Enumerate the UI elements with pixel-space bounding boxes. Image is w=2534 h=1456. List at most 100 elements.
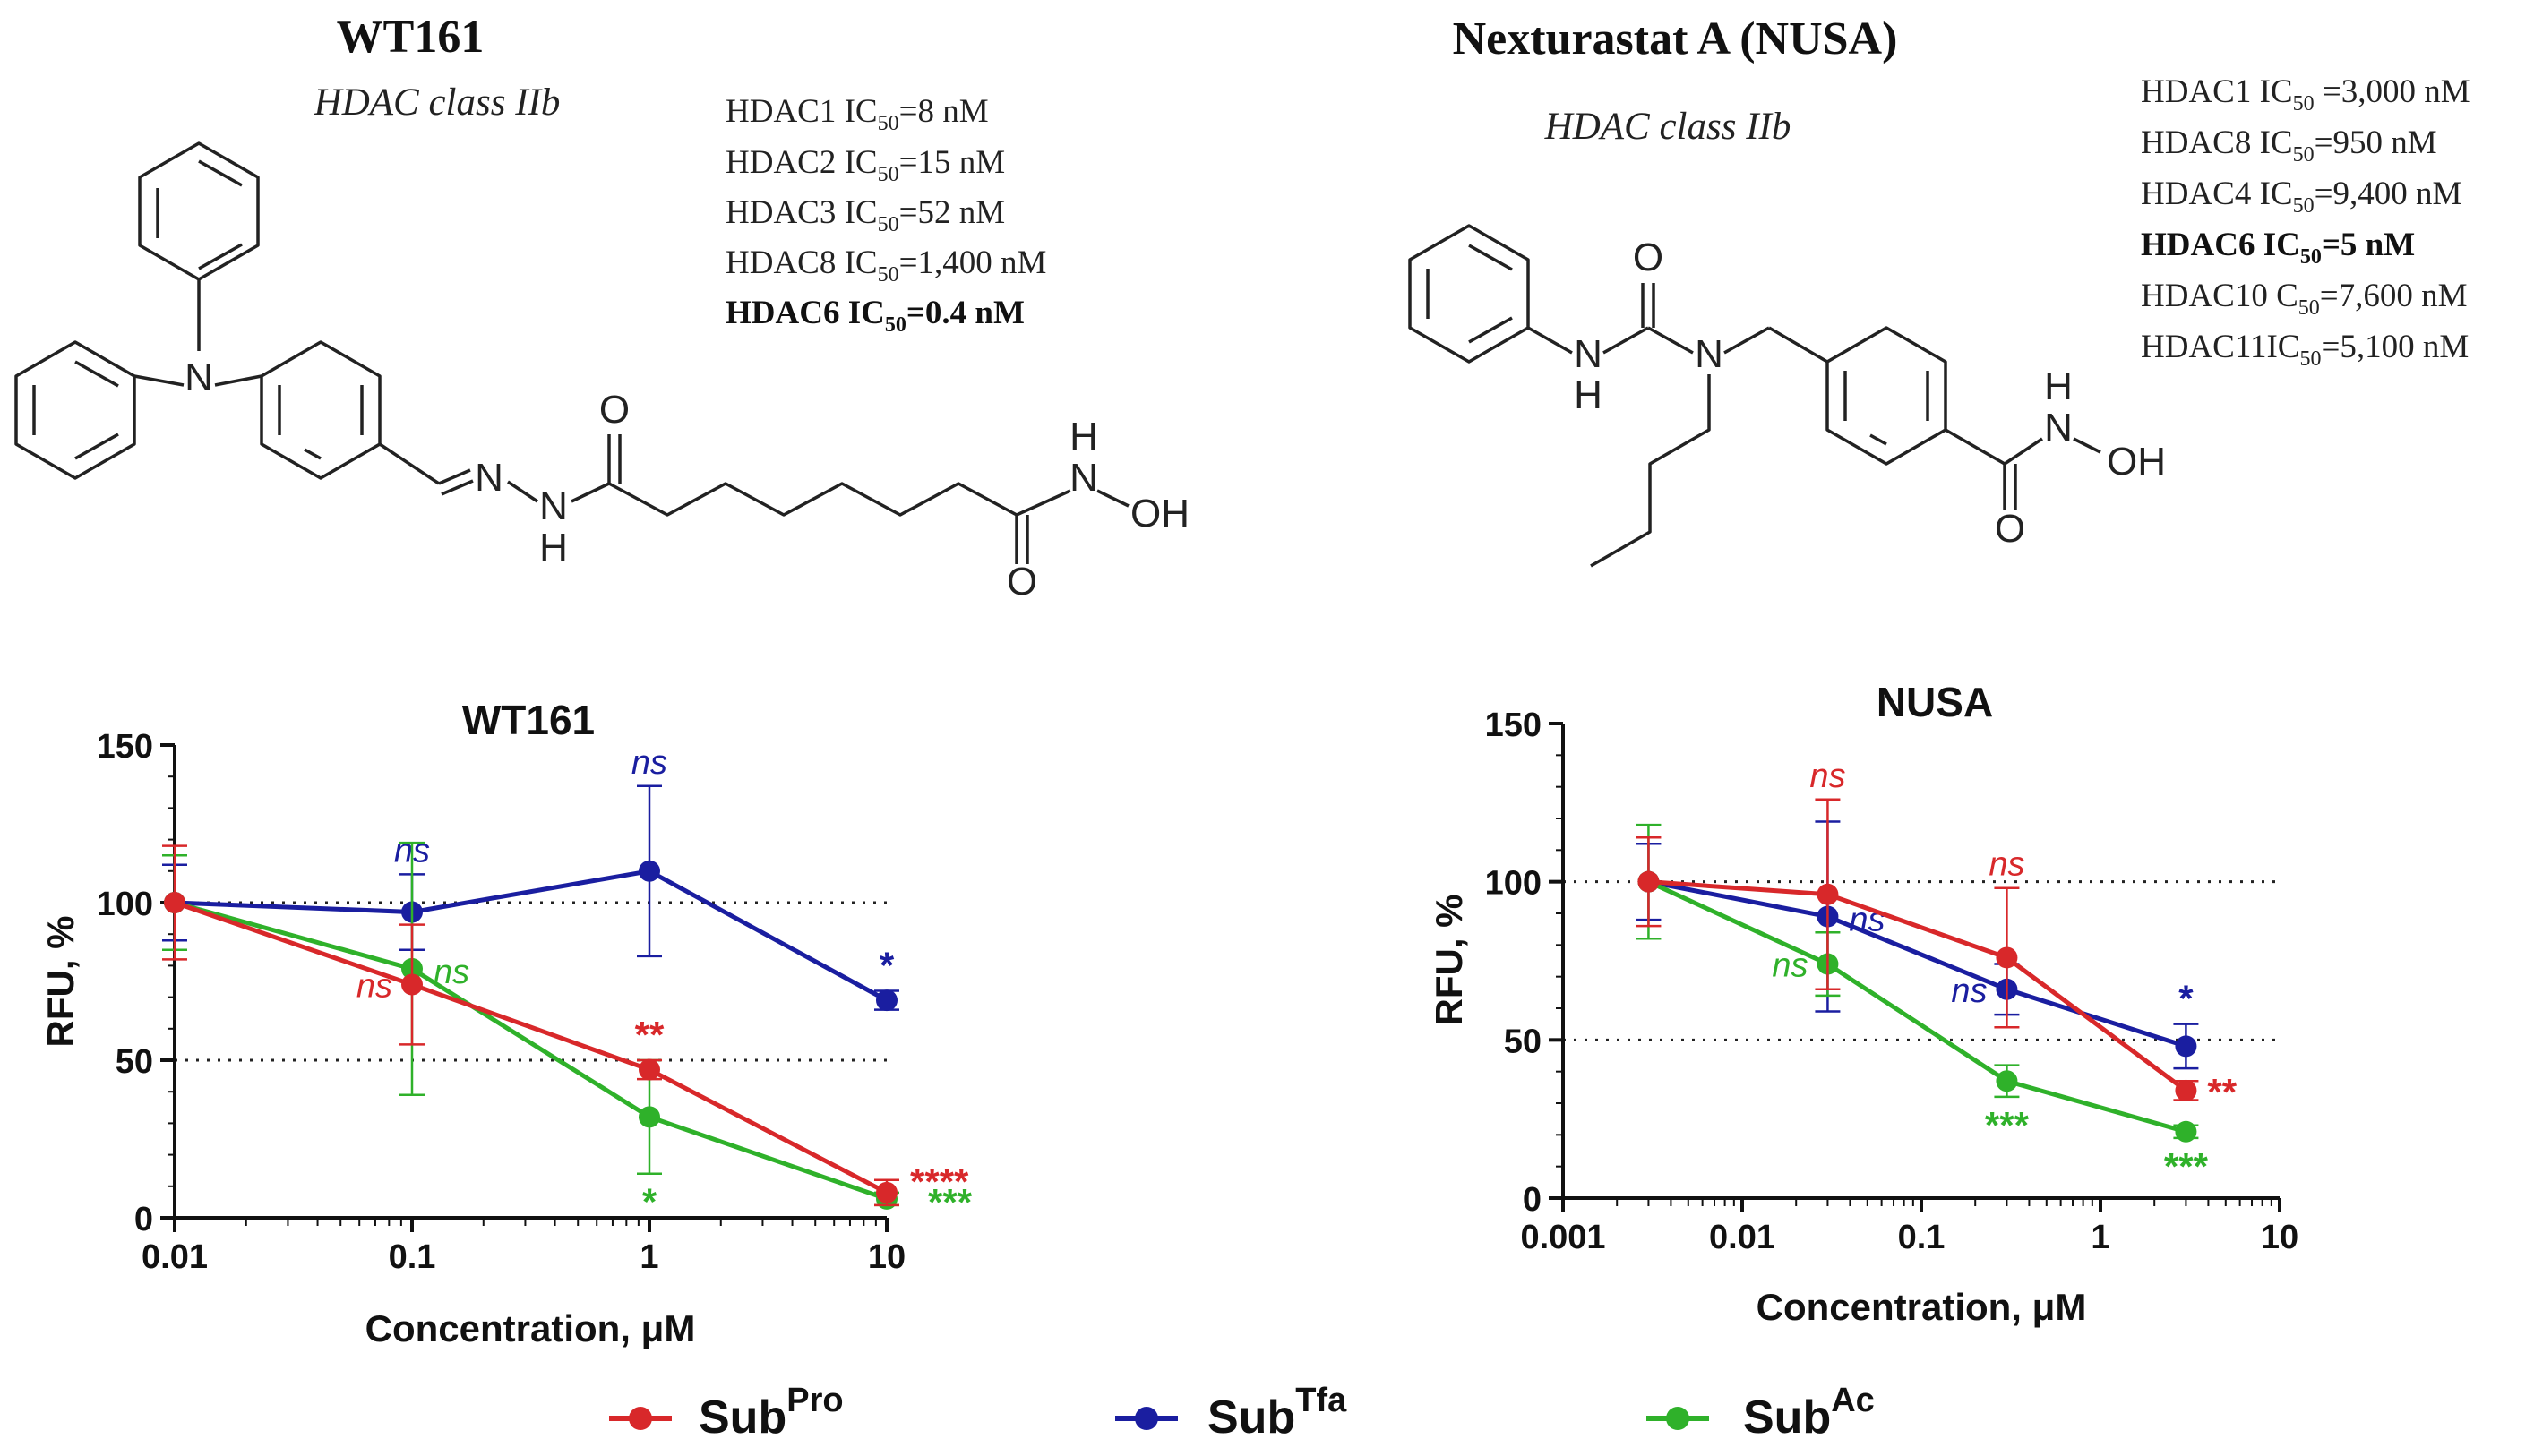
series-subpro: ns****** xyxy=(162,844,969,1207)
x-tick-label: 1 xyxy=(2091,1219,2109,1256)
data-point xyxy=(876,989,898,1012)
data-point xyxy=(164,892,185,913)
series-subtfa: ns ns * xyxy=(1636,820,2199,1070)
data-point xyxy=(1637,870,1660,893)
ic50-entry: HDAC3 IC50=52 nM xyxy=(726,194,1005,236)
y-tick-label: 100 xyxy=(97,886,153,923)
nusa-chart: NUSA 0 50 100 150 0.001 0.01 0.1 1 10 Concentratio… xyxy=(1428,679,2298,1328)
x-tick-label: 1 xyxy=(640,1238,658,1276)
x-axis-label: Concentration, μM xyxy=(365,1307,696,1349)
ic50-entry: HDAC10 C50=7,600 nM xyxy=(2141,278,2468,320)
significance-label: *** xyxy=(2164,1145,2209,1187)
series-subtfa: ns ns * xyxy=(162,744,899,1012)
nusa-structure xyxy=(1408,224,2101,568)
data-point xyxy=(876,1181,898,1203)
y-tick-label: 50 xyxy=(1504,1023,1542,1060)
legend: SubPro SubTfa SubAc xyxy=(609,1382,1875,1443)
atom-label: H xyxy=(2044,364,2073,408)
legend-label: SubAc xyxy=(1743,1382,1875,1443)
wt161-atom-labels: N N N H O H N OH O xyxy=(185,355,1190,604)
data-point xyxy=(2175,1079,2197,1101)
ic50-entry-highlight: HDAC6 IC50=5 nM xyxy=(2141,227,2415,269)
significance-ns-label: ns xyxy=(631,744,667,782)
y-tick-label: 0 xyxy=(1523,1181,1542,1219)
data-point xyxy=(401,973,423,996)
series-line xyxy=(174,900,889,1195)
x-tick-label: 0.1 xyxy=(389,1238,436,1276)
nusa-atom-labels: O N H N H N OH O xyxy=(1574,236,2166,551)
significance-ns-label: ns xyxy=(1989,846,2024,884)
data-point xyxy=(639,860,660,882)
x-axis-label: Concentration, μM xyxy=(1757,1286,2087,1328)
x-tick-label: 10 xyxy=(2261,1219,2298,1256)
y-tick-label: 50 xyxy=(116,1043,153,1081)
series-line xyxy=(1648,879,2187,1092)
atom-label: N xyxy=(1069,456,1098,500)
phenyl-ring xyxy=(14,340,136,480)
wt161-structure xyxy=(14,141,1130,564)
significance-ns-label: ns xyxy=(1951,972,1987,1010)
legend-marker xyxy=(1666,1407,1689,1430)
y-tick-label: 0 xyxy=(134,1201,153,1238)
atom-label: OH xyxy=(1130,492,1190,535)
atom-label: N xyxy=(1574,332,1602,376)
series-subac: ns* *** xyxy=(162,841,973,1223)
significance-ns-label: ns xyxy=(1772,947,1808,985)
significance-label: *** xyxy=(1985,1104,2030,1146)
data-point xyxy=(1996,1070,2018,1092)
y-axis-label: RFU, % xyxy=(39,916,82,1048)
atom-label: H xyxy=(1069,415,1098,458)
legend-label: SubTfa xyxy=(1207,1382,1347,1443)
atom-label: O xyxy=(599,388,630,432)
legend-marker xyxy=(629,1407,652,1430)
ic50-entry: HDAC1 IC50 =3,000 nM xyxy=(2141,73,2470,116)
x-tick-label: 0.1 xyxy=(1898,1219,1946,1256)
significance-label: * xyxy=(642,1181,657,1223)
atom-label: OH xyxy=(2107,440,2166,484)
data-point xyxy=(2175,1120,2197,1143)
nusa-title: Nexturastat A (NUSA) xyxy=(1453,13,1898,64)
nusa-ic50-list: HDAC1 IC50 =3,000 nM HDAC8 IC50=950 nM H… xyxy=(2141,73,2470,371)
atom-label: O xyxy=(1995,507,2025,551)
ic50-entry-highlight: HDAC6 IC50=0.4 nM xyxy=(726,295,1025,337)
significance-label: * xyxy=(2178,978,2194,1020)
significance-ns-label: ns xyxy=(434,954,469,991)
y-tick-label: 150 xyxy=(97,728,153,766)
data-point xyxy=(1996,946,2018,969)
atom-label: O xyxy=(1633,236,1663,279)
significance-label: ** xyxy=(635,1014,665,1056)
y-tick-label: 150 xyxy=(1485,707,1542,744)
atom-label: N xyxy=(475,456,503,500)
atom-label: N xyxy=(185,355,213,399)
series-line xyxy=(1647,879,2187,1135)
wt161-class-label: HDAC class IIb xyxy=(314,81,561,124)
ic50-entry: HDAC1 IC50=8 nM xyxy=(726,93,989,135)
wt161-chart: WT161 0 50 100 150 0.01 0.1 1 10 Concentration, μ… xyxy=(39,697,973,1349)
x-tick-label: 0.001 xyxy=(1520,1219,1605,1256)
atom-label: N xyxy=(1695,332,1723,376)
significance-label: **** xyxy=(910,1161,969,1203)
chart-title: WT161 xyxy=(462,697,595,743)
ic50-entry: HDAC11IC50=5,100 nM xyxy=(2141,329,2469,371)
significance-label: *** xyxy=(928,1181,973,1223)
chart-title: NUSA xyxy=(1877,679,1993,725)
data-point xyxy=(1817,883,1839,905)
data-point xyxy=(2175,1035,2197,1058)
ic50-entry: HDAC8 IC50=950 nM xyxy=(2141,124,2437,167)
series-subac: ns *** *** xyxy=(1636,823,2209,1187)
x-tick-label: 10 xyxy=(868,1238,906,1276)
significance-ns-label: ns xyxy=(1809,758,1845,795)
y-axis-label: RFU, % xyxy=(1428,895,1470,1026)
legend-item-subtfa: SubTfa xyxy=(1115,1382,1347,1443)
wt161-ic50-list: HDAC1 IC50=8 nM HDAC2 IC50=15 nM HDAC3 I… xyxy=(726,93,1046,337)
legend-item-subpro: SubPro xyxy=(609,1382,844,1443)
significance-label: * xyxy=(880,945,895,987)
series-line xyxy=(174,869,889,1003)
data-point xyxy=(639,1058,660,1081)
atom-label: N xyxy=(539,484,568,528)
legend-item-subac: SubAc xyxy=(1646,1382,1875,1443)
ic50-entry: HDAC4 IC50=9,400 nM xyxy=(2141,176,2461,218)
series-subpro: ns ns ** xyxy=(1636,758,2238,1113)
phenyl-ring xyxy=(1408,224,1530,364)
